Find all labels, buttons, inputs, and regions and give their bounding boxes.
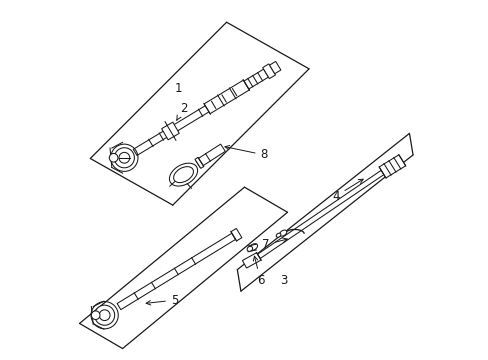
Polygon shape xyxy=(133,70,267,156)
Ellipse shape xyxy=(169,163,197,186)
Text: 7: 7 xyxy=(262,238,287,251)
Polygon shape xyxy=(230,229,242,241)
Polygon shape xyxy=(242,253,261,268)
Text: 1: 1 xyxy=(174,82,182,95)
Text: 5: 5 xyxy=(146,294,178,307)
Text: 2: 2 xyxy=(176,102,187,120)
Polygon shape xyxy=(195,157,203,168)
Circle shape xyxy=(109,153,118,162)
Ellipse shape xyxy=(276,233,280,237)
Polygon shape xyxy=(378,155,405,178)
Circle shape xyxy=(114,148,134,168)
Ellipse shape xyxy=(279,230,286,236)
Circle shape xyxy=(91,311,100,319)
Text: 6: 6 xyxy=(253,256,264,287)
Text: 8: 8 xyxy=(224,145,267,161)
Circle shape xyxy=(94,305,115,325)
Ellipse shape xyxy=(246,246,252,251)
Polygon shape xyxy=(269,62,280,74)
Polygon shape xyxy=(244,69,268,89)
Polygon shape xyxy=(195,144,225,167)
Text: 4: 4 xyxy=(331,179,363,203)
Ellipse shape xyxy=(249,244,257,251)
Polygon shape xyxy=(262,64,275,78)
Polygon shape xyxy=(257,170,383,258)
Polygon shape xyxy=(162,122,179,140)
Text: 3: 3 xyxy=(280,274,287,287)
Polygon shape xyxy=(117,233,235,310)
Ellipse shape xyxy=(173,167,193,183)
Polygon shape xyxy=(203,80,249,114)
